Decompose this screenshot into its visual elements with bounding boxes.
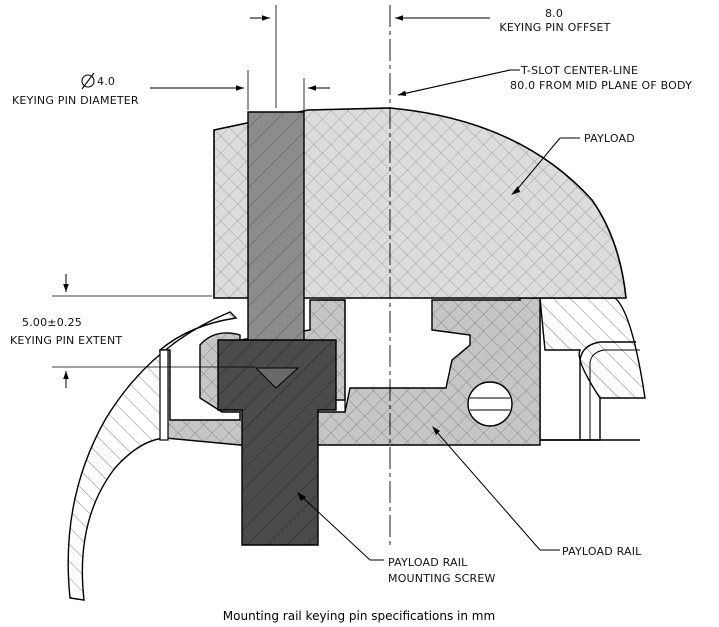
rail-hole [467, 381, 513, 427]
rail-callout: PAYLOAD RAIL [432, 426, 642, 558]
diameter-label: KEYING PIN DIAMETER [12, 94, 139, 107]
screw-label-line2: MOUNTING SCREW [388, 572, 496, 585]
diameter-dimension: 4.0 KEYING PIN DIAMETER [12, 70, 330, 110]
screw-label-line1: PAYLOAD RAIL [388, 556, 468, 569]
extent-value: 5.00±0.25 [22, 316, 82, 329]
body-section [67, 297, 646, 601]
keying-pin [247, 111, 305, 379]
payload-label: PAYLOAD [584, 132, 635, 145]
t-slot-callout: T-SLOT CENTER-LINE 80.0 FROM MID PLANE O… [397, 64, 692, 96]
offset-dimension: 8.0 KEYING PIN OFFSET [250, 5, 610, 108]
payload-body [213, 107, 627, 299]
rail-label: PAYLOAD RAIL [562, 545, 642, 558]
figure-caption: Mounting rail keying pin specifications … [223, 609, 495, 623]
diameter-symbol-icon [81, 72, 95, 90]
screw-callout: PAYLOAD RAIL MOUNTING SCREW [297, 492, 496, 585]
t-slot-label-line2: 80.0 FROM MID PLANE OF BODY [510, 79, 692, 92]
t-slot-label-line1: T-SLOT CENTER-LINE [520, 64, 638, 77]
mounting-screw [217, 339, 337, 546]
extent-label: KEYING PIN EXTENT [10, 334, 122, 347]
offset-value: 8.0 [545, 7, 563, 20]
diameter-value: 4.0 [97, 75, 115, 88]
offset-label: KEYING PIN OFFSET [499, 21, 610, 34]
extent-dimension: 5.00±0.25 KEYING PIN EXTENT [10, 274, 255, 388]
payload-callout: PAYLOAD [511, 132, 635, 195]
